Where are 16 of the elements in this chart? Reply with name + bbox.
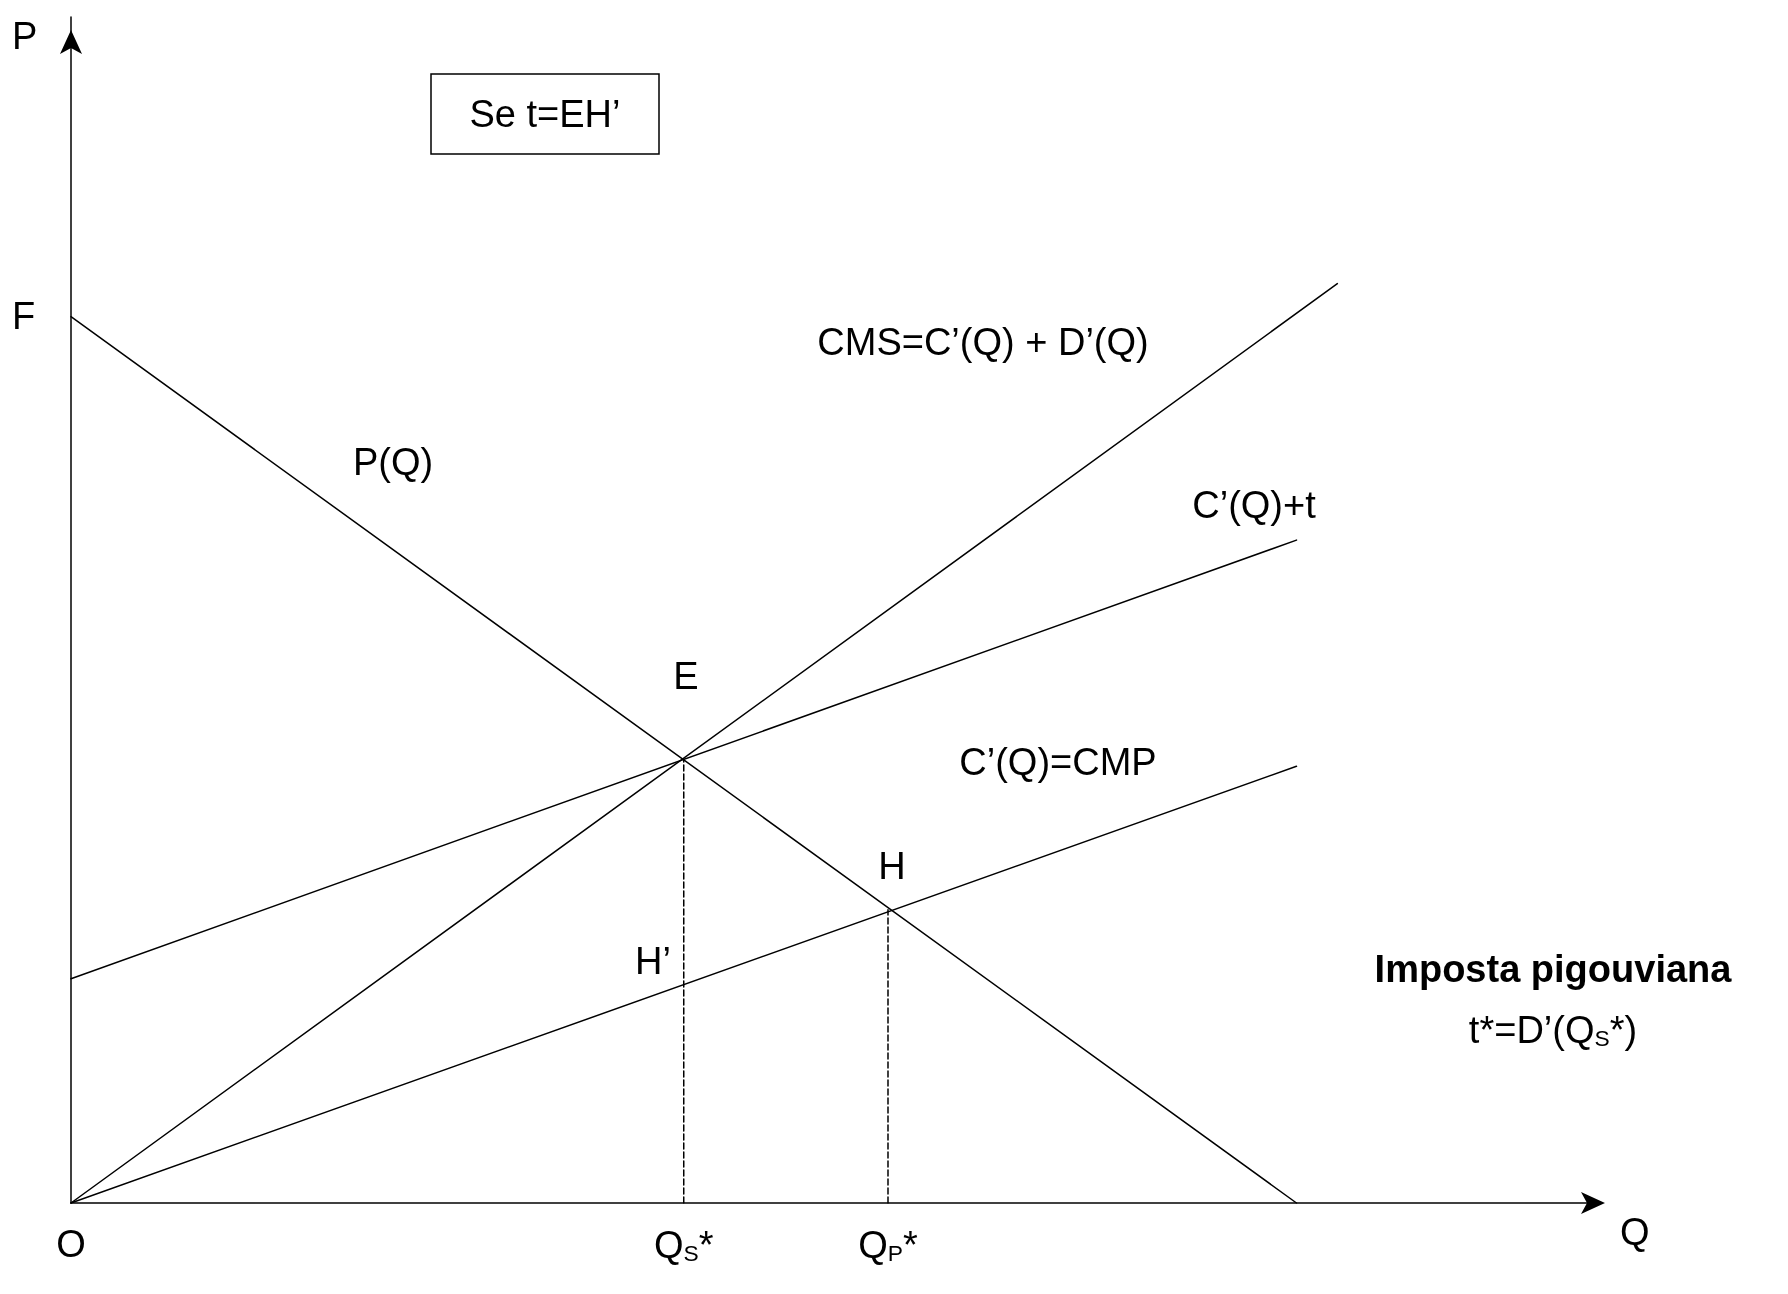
x-tick-label: QP*	[858, 1223, 918, 1266]
annotation: CMS=C’(Q) + D’(Q)	[817, 321, 1149, 363]
annotation: H	[878, 845, 906, 887]
annotation: H’	[635, 940, 671, 982]
annotation: t*=D’(QS*)	[1468, 1009, 1638, 1051]
annotation: C’(Q)=CMP	[959, 741, 1157, 783]
text: P	[12, 15, 38, 57]
x-axis-title: Q	[1620, 1211, 1650, 1253]
annotation: Imposta pigouviana	[1374, 948, 1733, 990]
annotation: E	[673, 655, 699, 697]
annotation: C’(Q)+t	[1192, 484, 1317, 526]
text: F	[12, 295, 36, 337]
x-tick-label: QS*	[653, 1223, 714, 1266]
x-tick-label: O	[56, 1223, 86, 1265]
annotation: P(Q)	[352, 441, 434, 483]
text: Se t=EH’	[469, 93, 621, 135]
